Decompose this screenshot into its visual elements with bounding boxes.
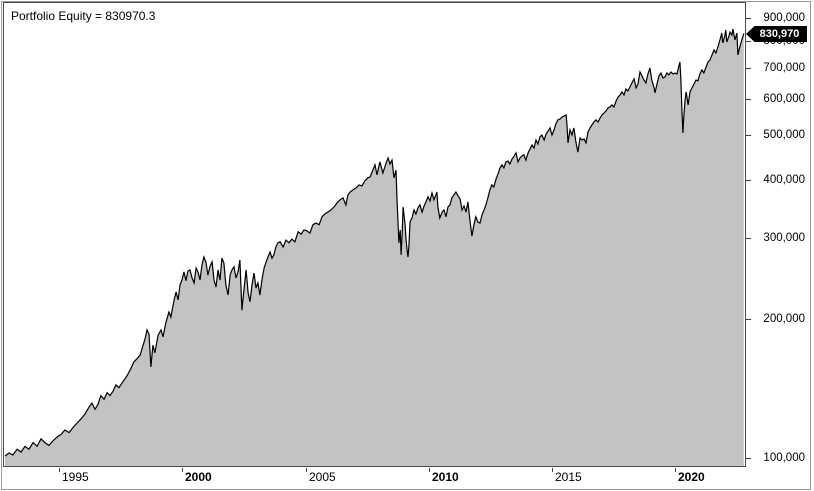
y-tick	[746, 18, 751, 19]
y-tick	[746, 68, 751, 69]
x-tick	[59, 468, 60, 472]
x-tick-label: 2015	[555, 470, 582, 484]
y-tick	[746, 99, 751, 100]
y-tick	[746, 238, 751, 239]
y-tick-label: 400,000	[763, 174, 805, 186]
y-tick-label: 300,000	[763, 232, 805, 244]
chart-title: Portfolio Equity = 830970.3	[11, 9, 156, 23]
x-tick	[306, 468, 307, 472]
plot-area[interactable]: Portfolio Equity = 830970.3	[3, 2, 746, 467]
y-tick	[746, 458, 751, 459]
x-tick	[675, 468, 676, 472]
last-value-label: 830,970	[759, 28, 800, 40]
y-tick	[746, 180, 751, 181]
equity-line	[4, 28, 745, 457]
y-tick-label: 600,000	[763, 93, 805, 105]
x-tick-label: 1995	[62, 470, 89, 484]
x-tick-label: 2010	[432, 470, 459, 484]
y-tick-label: 900,000	[763, 12, 805, 24]
y-tick	[746, 319, 751, 320]
y-tick-label: 700,000	[763, 62, 805, 74]
x-tick	[182, 468, 183, 472]
x-tick-label: 2020	[678, 470, 705, 484]
x-tick	[552, 468, 553, 472]
x-tick-label: 2000	[185, 470, 212, 484]
equity-area-chart	[4, 28, 745, 466]
y-tick	[746, 135, 751, 136]
x-tick	[429, 468, 430, 472]
y-tick-label: 100,000	[763, 452, 805, 464]
y-tick-label: 500,000	[763, 129, 805, 141]
equity-area-fill	[5, 29, 744, 466]
last-value-tag: 830,970	[746, 26, 807, 42]
y-tick	[746, 41, 751, 42]
y-tick-label: 200,000	[763, 313, 805, 325]
x-tick-label: 2005	[309, 470, 336, 484]
